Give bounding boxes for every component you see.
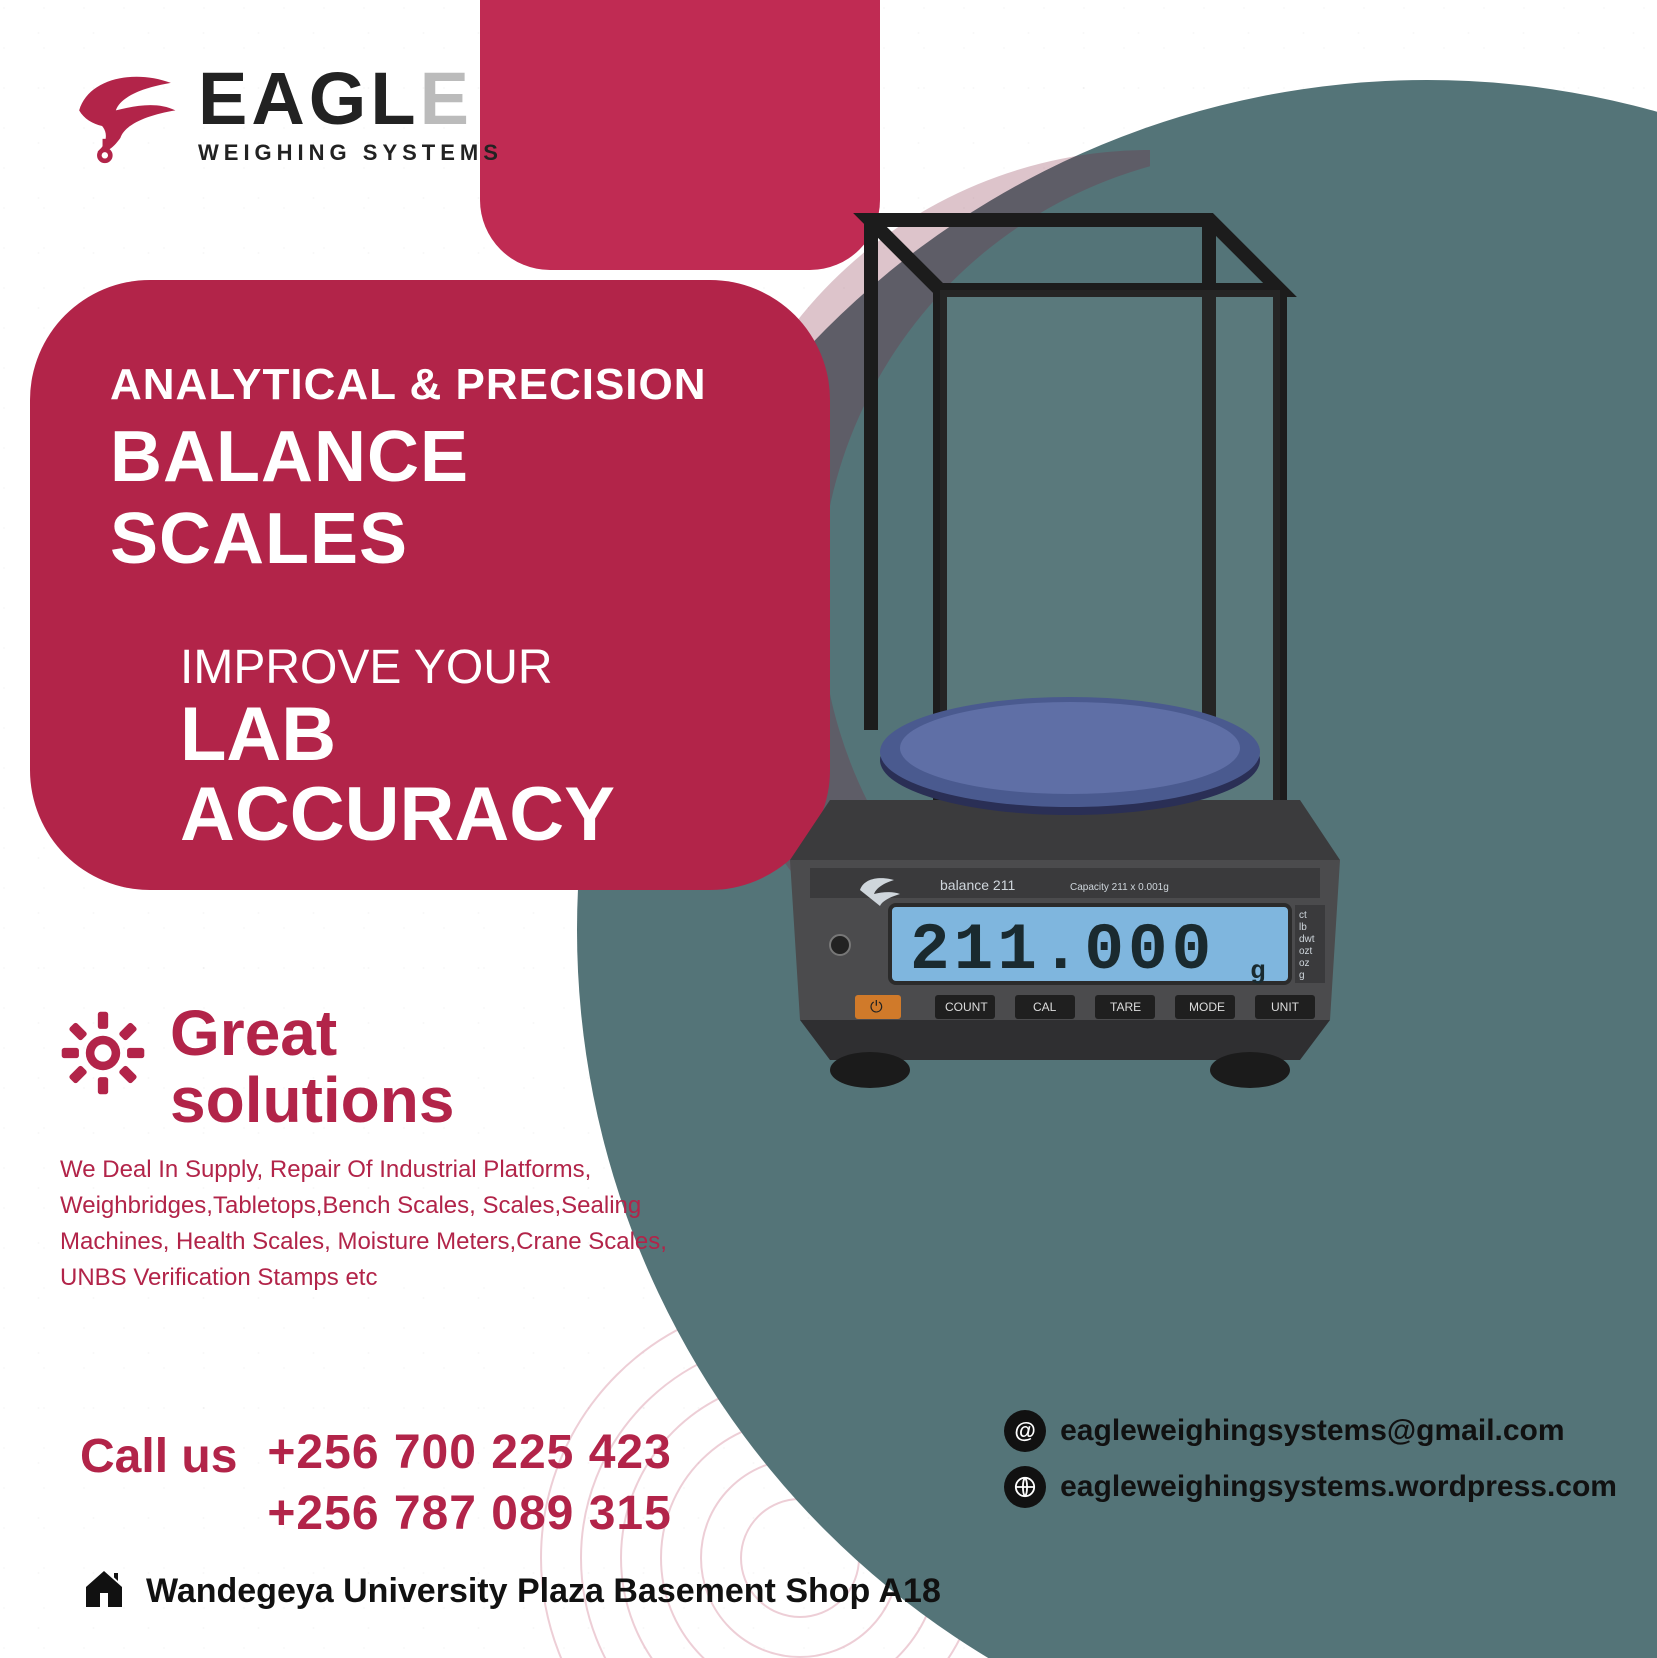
gear-icon — [60, 1010, 146, 1096]
solutions-block: Great solutions We Deal In Supply, Repai… — [60, 1000, 740, 1296]
unit-ozt: ozt — [1299, 946, 1313, 957]
poster-root: EAGLE WEIGHING SYSTEMS ANALYTICAL & PREC… — [0, 0, 1657, 1658]
unit-label: UNIT — [1271, 1000, 1300, 1014]
brand-name: EAGLE — [198, 64, 503, 134]
headline-panel: ANALYTICAL & PRECISION BALANCE SCALES IM… — [30, 280, 830, 890]
brand-text-main: EAGL — [198, 57, 420, 140]
address-text: Wandegeya University Plaza Basement Shop… — [146, 1572, 941, 1611]
brand-tagline: WEIGHING SYSTEMS — [198, 140, 503, 166]
headline-sub1: IMPROVE YOUR — [180, 640, 770, 695]
power-symbol: ⏻ — [870, 999, 883, 1016]
eagle-logo-icon — [70, 60, 180, 170]
solutions-body: We Deal In Supply, Repair Of Industrial … — [60, 1152, 740, 1296]
balance-scale-illustration: balance 211 Capacity 211 x 0.001g 211.00… — [740, 200, 1360, 1090]
device-model-label: balance 211 — [940, 877, 1015, 893]
unit-ct: ct — [1299, 910, 1307, 921]
solutions-title-1: Great — [170, 1000, 454, 1067]
headline-kicker: ANALYTICAL & PRECISION — [110, 360, 770, 410]
phone-1: +256 700 225 423 — [267, 1425, 671, 1480]
unit-lb: lb — [1299, 922, 1307, 933]
count-label: COUNT — [945, 1000, 988, 1014]
unit-oz: oz — [1299, 958, 1310, 969]
lcd-value: 211.000 — [910, 913, 1215, 988]
home-icon — [80, 1565, 128, 1618]
device-capacity-label: Capacity 211 x 0.001g — [1070, 882, 1169, 893]
headline-title: BALANCE SCALES — [110, 416, 770, 580]
contact-block: Call us +256 700 225 423 +256 787 089 31… — [80, 1425, 1617, 1618]
brand-logo: EAGLE WEIGHING SYSTEMS — [70, 60, 503, 170]
headline-sub2: LAB — [180, 695, 770, 775]
brand-text-alt-e: E — [420, 57, 473, 140]
call-us-label: Call us — [80, 1429, 237, 1484]
unit-dwt: dwt — [1299, 934, 1315, 945]
solutions-title-2: solutions — [170, 1067, 454, 1134]
lcd-unit: g — [1250, 956, 1270, 986]
cal-label: CAL — [1033, 1000, 1057, 1014]
device-buttons: COUNT CAL TARE MODE UNIT — [935, 995, 1315, 1019]
tare-label: TARE — [1110, 1000, 1141, 1014]
phone-2: +256 787 089 315 — [267, 1486, 671, 1541]
mode-label: MODE — [1189, 1000, 1225, 1014]
unit-g: g — [1299, 970, 1305, 981]
headline-sub3: ACCURACY — [180, 775, 770, 855]
